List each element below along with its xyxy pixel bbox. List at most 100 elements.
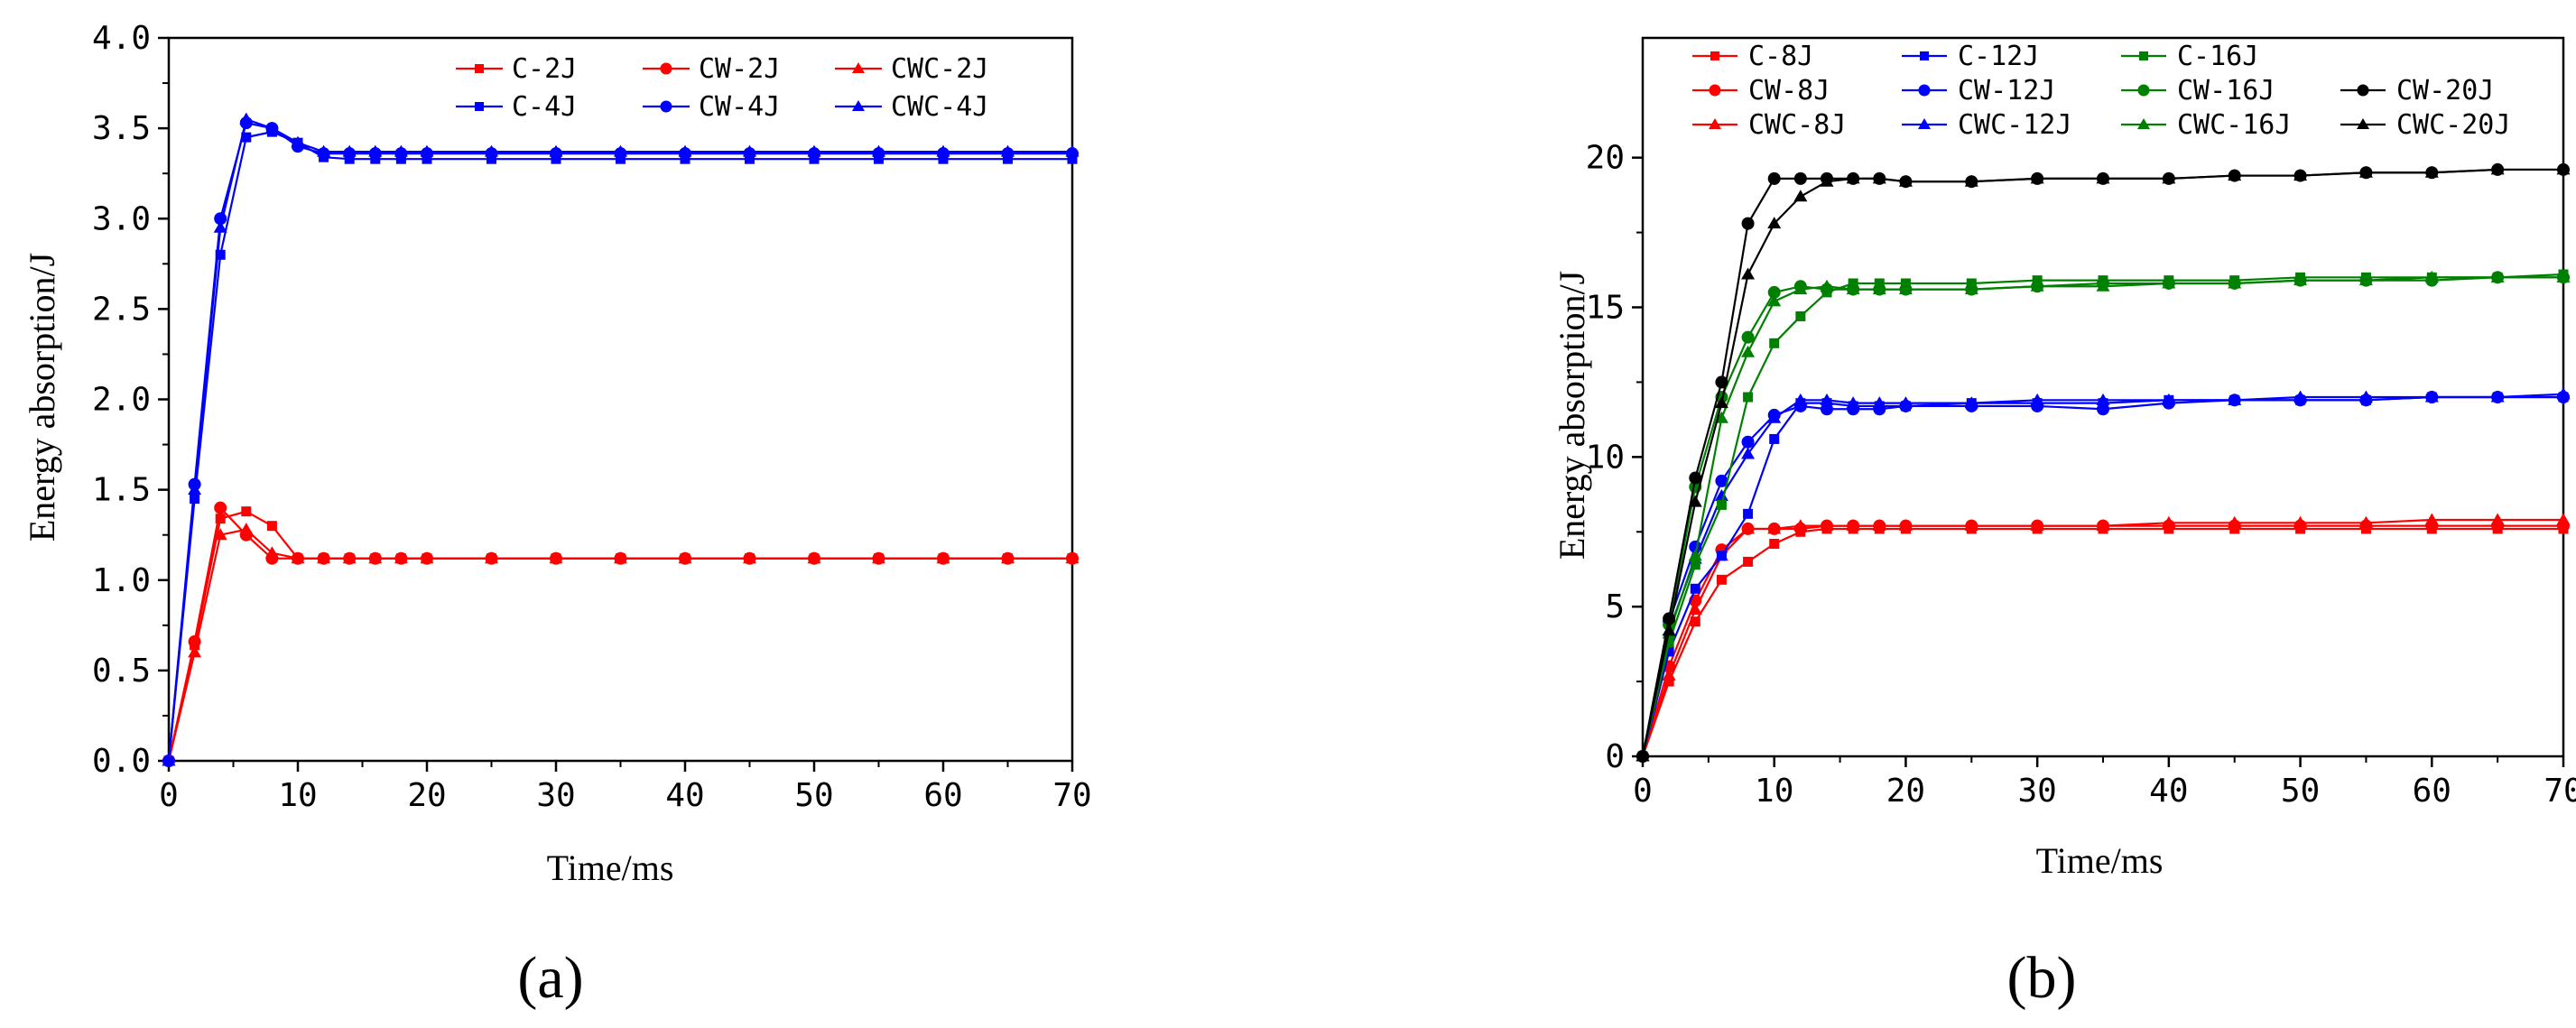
chart-b-series-cwc-16j-point xyxy=(2424,270,2439,282)
chart-a-panel-label: (a) xyxy=(517,945,583,1011)
chart-a-legend-c-2j-marker xyxy=(475,64,484,73)
chart-b-series-cwc-8j-point xyxy=(2358,515,2373,528)
chart-b-series-cwc-8j-point xyxy=(1741,522,1756,534)
chart-a-series-cwc-4j-point xyxy=(264,121,279,134)
chart-a-xtick-label: 50 xyxy=(794,777,833,814)
chart-b-series-cwc-12j-point xyxy=(1898,396,1913,409)
chart-b-legend-cwc-8j-marker xyxy=(1709,118,1721,129)
chart-b-series-cwc-8j-point xyxy=(2556,513,2571,525)
chart-a-series-cwc-2j-point xyxy=(614,551,627,564)
chart-b-series-cwc-20j-point xyxy=(2358,165,2373,178)
chart-b-series-cwc-16j-point xyxy=(2490,270,2505,282)
chart-b-series-c-16j-point xyxy=(1716,499,1727,510)
chart-b-series-cwc-8j-point xyxy=(2490,513,2505,525)
chart-a-ytick-label: 2.0 xyxy=(92,382,151,419)
chart-a-ylabel: Energy absorption/J xyxy=(22,253,62,542)
chart-a-legend-cwc-2j-label: CWC-2J xyxy=(891,53,988,85)
chart-b-xtick-label: 50 xyxy=(2281,773,2320,810)
chart-b-legend-c-12j-marker xyxy=(1920,51,1929,60)
chart-a-series-cwc-4j-point xyxy=(342,144,357,157)
chart-b-series-cwc-20j-point xyxy=(1846,171,1860,184)
chart-b-series-cwc-16j-point xyxy=(1793,282,1808,295)
chart-b-series-cwc-8j-point xyxy=(2228,515,2242,528)
chart-a-series-cwc-2j-point xyxy=(549,551,563,564)
chart-a-series-cwc-4j-point xyxy=(678,144,692,157)
chart-a-series-cwc-4j-point xyxy=(188,483,202,495)
chart-b-legend-cw-20j-label: CW-20J xyxy=(2396,75,2494,107)
chart-b-xtick-label: 70 xyxy=(2544,773,2576,810)
chart-b-legend-cwc-8j-label: CWC-8J xyxy=(1748,109,1846,141)
chart-b-xtick-label: 60 xyxy=(2413,773,2451,810)
chart-a-ytick-label: 4.0 xyxy=(92,20,151,57)
chart-a-series-cwc-4j-point xyxy=(420,144,434,157)
chart-b-series-cwc-20j-point xyxy=(1741,267,1756,280)
chart-b-legend-cwc-12j-marker xyxy=(1918,118,1931,129)
chart-b-legend-cw-8j-label: CW-8J xyxy=(1748,75,1830,107)
chart-a-series-cwc-2j-point xyxy=(420,551,434,564)
chart-b-series-c-8j-point xyxy=(1716,574,1727,585)
chart-b-legend-cw-16j-marker xyxy=(2137,84,2150,97)
chart-a-series-cwc-2j-point xyxy=(743,551,756,564)
chart-b-series-c-12j-point xyxy=(1743,508,1754,519)
chart-b-series-cwc-8j-point xyxy=(2030,519,2044,532)
chart-a-series-cwc-2j-point xyxy=(264,546,279,559)
chart-b-series-cwc-12j-point xyxy=(2293,390,2308,403)
chart-a-series-c-4j-point xyxy=(241,132,252,143)
chart-b-series-cwc-12j-point xyxy=(1793,393,1808,405)
chart-b-series-c-16j-point xyxy=(1690,560,1700,570)
chart-a-series-cwc-4j-point xyxy=(291,135,305,148)
chart-a-series-cwc-4j-point xyxy=(1001,144,1015,157)
chart-b-series-cwc-12j-point xyxy=(2490,390,2505,403)
chart-a-xlabel: Time/ms xyxy=(547,847,674,888)
chart-b-legend-cw-8j-marker xyxy=(1709,84,1721,97)
chart-a-series-cwc-4j-point xyxy=(213,220,227,233)
chart-a-series-cwc-4j-point xyxy=(394,144,408,157)
chart-a-ytick-label: 1.5 xyxy=(92,472,151,509)
chart-b-series-cwc-12j-point xyxy=(2096,393,2110,405)
chart-b-series-cw-16j-point xyxy=(1767,285,1781,299)
chart-a-series-cwc-2j-point xyxy=(213,528,227,541)
chart-b-legend-c-8j-label: C-8J xyxy=(1748,41,1813,72)
chart-b-series-cwc-12j-point xyxy=(2030,393,2044,405)
chart-a-xtick-label: 10 xyxy=(278,777,317,814)
chart-a-legend-c-4j-marker xyxy=(475,102,484,111)
chart-b-series-cw-20j-point xyxy=(1741,217,1755,230)
chart-b-legend-cwc-16j-label: CWC-16J xyxy=(2177,109,2291,141)
chart-a-series-cwc-4j-point xyxy=(743,144,756,157)
chart-b-legend-c-16j-label: C-16J xyxy=(2177,41,2258,72)
chart-b-legend-c-8j-marker xyxy=(1710,51,1719,60)
chart-b-series-cwc-20j-point xyxy=(2424,165,2439,178)
chart-b-ytick-label: 5 xyxy=(1605,588,1625,625)
chart-b-ytick-label: 15 xyxy=(1586,290,1625,327)
chart-a-xtick-label: 60 xyxy=(923,777,962,814)
chart-b-series-cw-20j-point xyxy=(1689,471,1702,485)
chart-b-xtick-label: 0 xyxy=(1633,773,1653,810)
chart-b-series-c-16j-point xyxy=(1769,338,1780,348)
chart-a-series-c-2j-point xyxy=(266,521,277,532)
chart-b-series-cwc-16j-point xyxy=(2030,279,2044,292)
chart-a-series-cwc-2j-point xyxy=(317,551,331,564)
chart-a-series-cwc-2j-point xyxy=(872,551,885,564)
chart-a-series-c-2j-point xyxy=(241,506,252,517)
chart-b-series-cwc-20j-point xyxy=(1714,396,1728,409)
chart-b-series-cwc-16j-point xyxy=(1688,549,1702,561)
chart-b-series-cwc-16j-point xyxy=(1714,411,1728,423)
chart-b-series-c-12j-point xyxy=(1769,433,1780,444)
chart-a-ytick-label: 1.0 xyxy=(92,562,151,599)
chart-b-series-c-8j-point xyxy=(1743,556,1754,567)
chart-b-legend-cwc-20j-label: CWC-20J xyxy=(2396,109,2510,141)
chart-b-series-cw-12j-point xyxy=(1741,435,1755,449)
chart-b-series-cwc-16j-point xyxy=(2162,276,2176,289)
chart-a-legend-c-2j-label: C-2J xyxy=(512,53,577,85)
chart-b-series-cwc-20j-point xyxy=(1662,624,1676,636)
chart-b-series-cwc-20j-point xyxy=(1820,174,1834,187)
chart-b-series-cwc-8j-point xyxy=(1872,519,1886,532)
chart-b-xlabel: Time/ms xyxy=(2036,840,2164,881)
chart-b-legend-cwc-20j-marker xyxy=(2357,118,2369,129)
chart-a-series-cwc-4j-point xyxy=(1065,144,1080,157)
chart-b-series-cwc-20j-point xyxy=(1635,749,1650,762)
chart-b-xtick-label: 40 xyxy=(2149,773,2188,810)
chart-b-xtick-label: 20 xyxy=(1886,773,1925,810)
chart-a-xtick-label: 20 xyxy=(407,777,446,814)
